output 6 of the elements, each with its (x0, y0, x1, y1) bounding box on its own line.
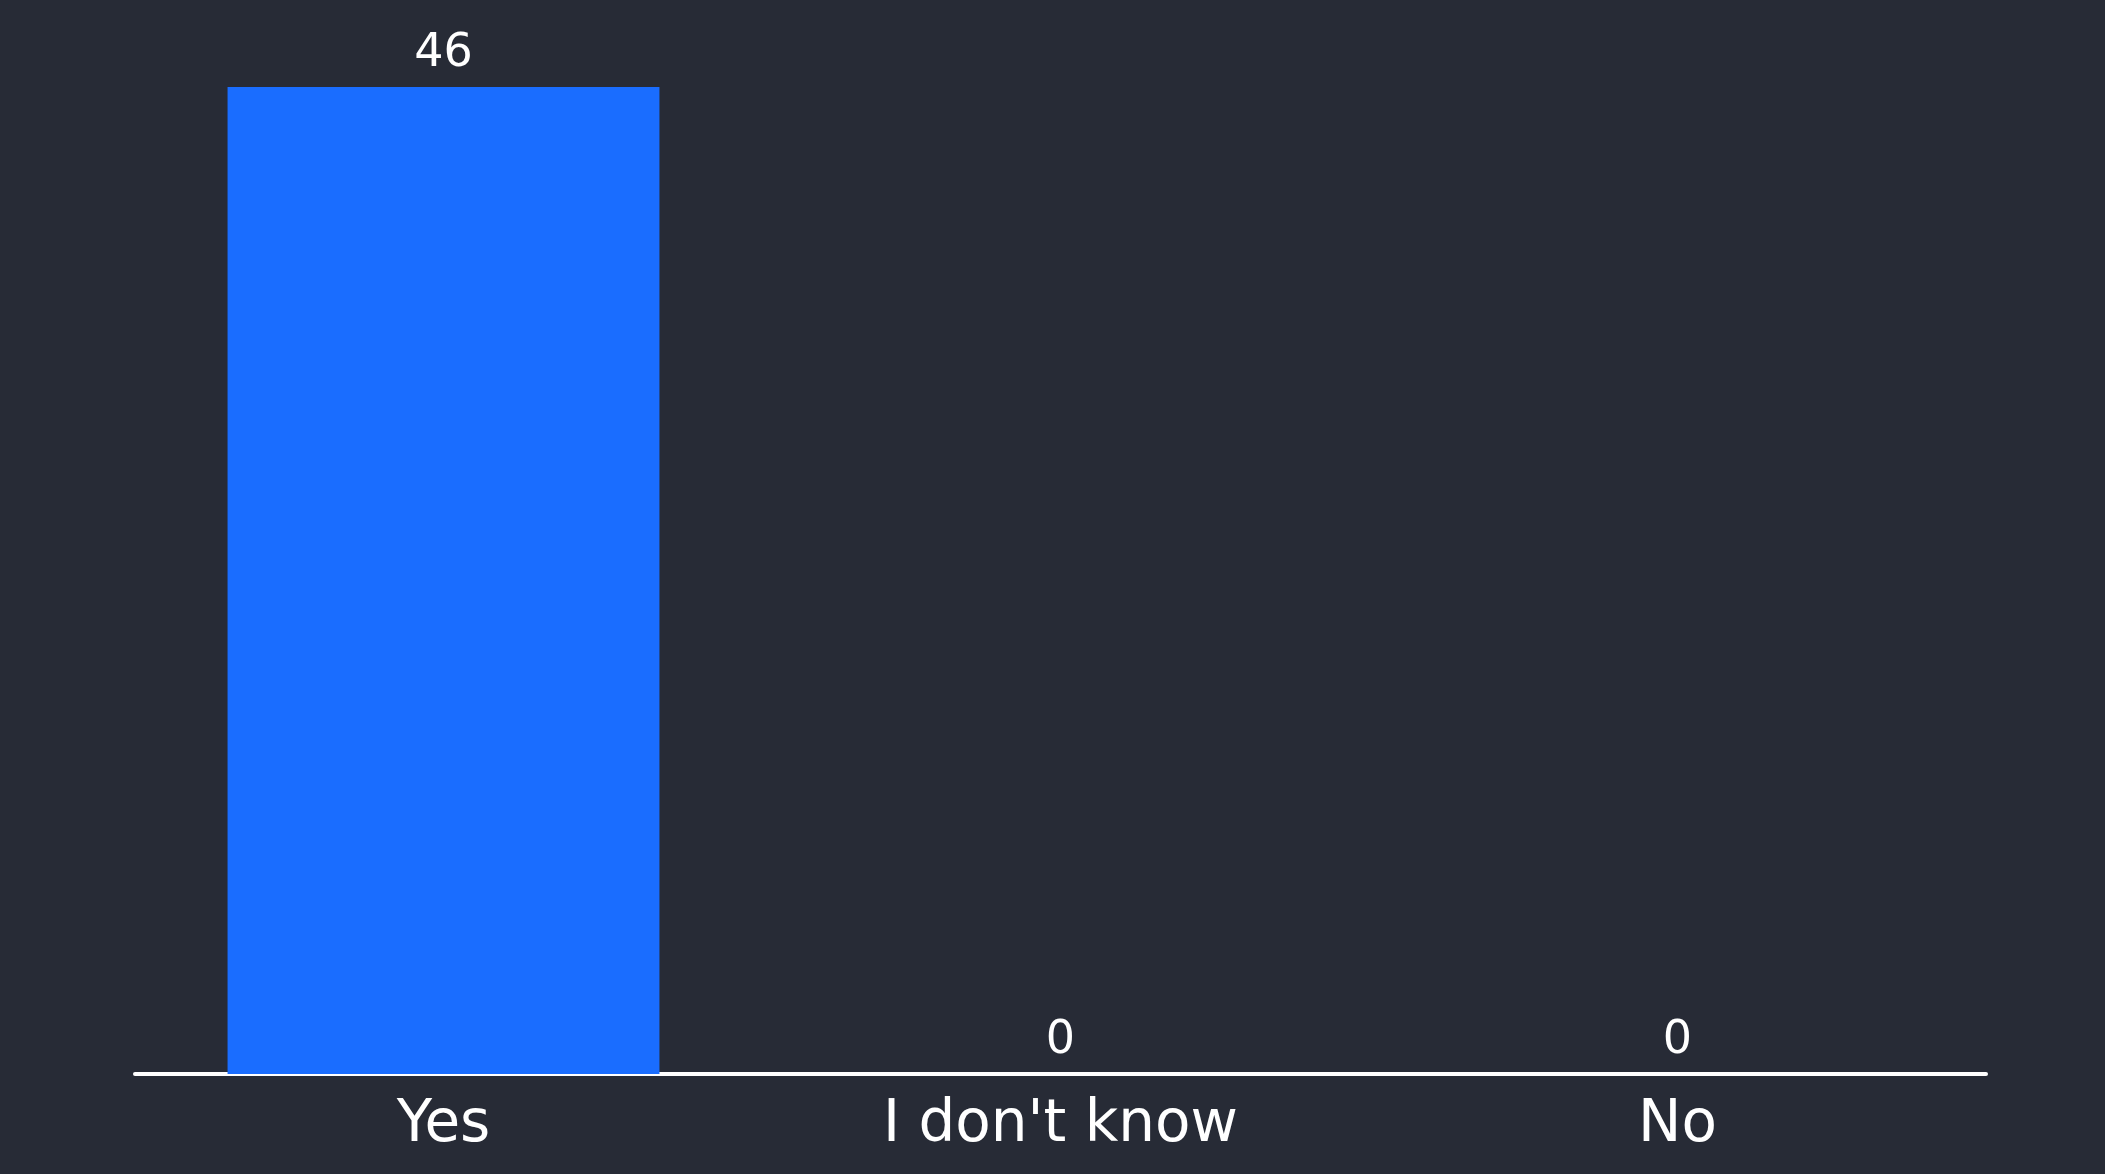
data-label: 46 (414, 23, 473, 77)
data-label: 0 (1662, 1010, 1693, 1064)
x-tick-label: No (1638, 1087, 1717, 1155)
x-tick-label: I don't know (883, 1087, 1238, 1155)
data-label: 0 (1045, 1010, 1076, 1064)
x-tick-label: Yes (395, 1087, 491, 1155)
